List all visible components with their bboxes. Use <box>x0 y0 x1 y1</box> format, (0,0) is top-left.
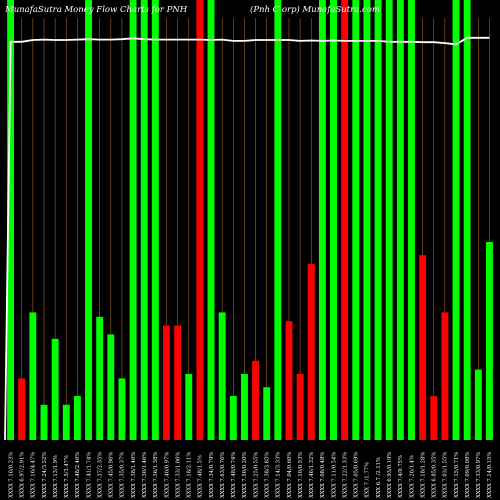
x-tick-label: XXXX 7.34/0.79% <box>209 452 215 498</box>
flow-line <box>4 36 490 441</box>
bar <box>274 0 282 440</box>
bar <box>374 0 382 440</box>
x-tick-label: XXXX 7.18/2.11% <box>187 452 193 498</box>
x-tick-label: XXXX 7.09/0.08% <box>465 452 471 498</box>
bar <box>396 0 404 440</box>
bar <box>29 312 37 440</box>
bar <box>85 0 92 440</box>
x-tick-label: XXXX 7.11/0.54% <box>331 452 337 498</box>
x-tick-label: XXX 7 /1.77% <box>365 462 371 498</box>
bar <box>73 396 81 440</box>
x-tick-label: XXXX 7.14/3.33% <box>276 452 282 498</box>
bar <box>96 316 104 440</box>
bar <box>51 338 59 440</box>
bar <box>263 387 271 440</box>
x-tick-label: XXXX 7.05/0.69% <box>354 452 360 498</box>
bar <box>318 0 326 440</box>
x-tick-label: XXXX 7.4/0.75% <box>398 455 404 498</box>
x-tick-label: XXXX 7.33/0.97% <box>476 452 482 498</box>
bar <box>408 0 415 440</box>
bar <box>107 334 115 440</box>
bar <box>207 0 215 440</box>
bar <box>129 0 137 440</box>
x-tick-label: XXXX 7.26/1.4% <box>409 455 415 498</box>
bar <box>452 0 460 440</box>
bar <box>40 404 48 440</box>
x-tick-label: XXXX 7.41/1.74% <box>86 452 92 498</box>
bar <box>352 0 360 440</box>
x-tick-label: XXXX 7.35/0.37% <box>120 452 126 498</box>
bar <box>485 242 493 440</box>
x-tick-label: XXXX 6.97/2.91% <box>20 452 26 498</box>
bar <box>441 312 449 440</box>
x-tick-label: XXXX 7.22/1.33% <box>342 452 348 498</box>
x-tick-label: XXXX 7.45/0.96% <box>109 452 115 498</box>
bar <box>307 264 315 440</box>
gridlines <box>10 18 490 440</box>
x-tick-label: XXXX 7.30/1.46% <box>142 452 148 498</box>
bar <box>185 374 193 440</box>
x-axis-labels: XXXX 7.16/0.23% XXXX 6.97/2.91% XXXX 7.16/… <box>8 452 493 498</box>
x-tick-label: XXXX 7.03/1.55% <box>443 452 449 498</box>
bar <box>118 378 126 440</box>
bar <box>196 0 204 440</box>
flow-line-layer <box>4 36 490 441</box>
x-tick-label: XXXX 7.63/0.76% <box>220 452 226 498</box>
bar <box>252 360 260 440</box>
bar <box>341 0 349 440</box>
x-tick-label: XXXX 6.93/0.19% <box>387 452 393 498</box>
x-tick-label: XXXX 7.48/0.74% <box>231 452 237 498</box>
x-tick-label: XXXX 7.15/0.71% <box>454 452 460 498</box>
chart-title-right: (Pnh C orp) MunafaSutra.com <box>250 4 380 15</box>
x-tick-label: XXXX 7.37/2.35% <box>97 452 103 498</box>
bar <box>296 374 304 440</box>
bar <box>229 396 237 440</box>
x-tick-label: XXXX 7.13/1.9% <box>53 455 59 498</box>
bar <box>240 374 248 440</box>
bars <box>7 0 493 440</box>
x-tick-label: XXXX 7.14/0.15% <box>487 452 493 498</box>
x-tick-label: XXXX 7.46/1.32% <box>309 452 315 498</box>
bar <box>285 321 293 440</box>
x-tick-label: XXXX 7.16/0.23% <box>8 452 14 498</box>
x-tick-label: XXXX 7.48/1.5% <box>198 455 204 498</box>
bar <box>174 325 182 440</box>
bar <box>419 255 427 440</box>
bar <box>7 0 15 440</box>
bar <box>140 0 148 440</box>
x-tick-label: XXXX 7.33/1.06% <box>175 452 181 498</box>
bar <box>330 0 337 440</box>
x-tick-label: XXXX 7.08/0.48% <box>320 452 326 498</box>
x-tick-label: XXXX 7.38/1.46% <box>131 452 137 498</box>
x-tick-label: XXXX 7.5/3.47% <box>64 455 70 498</box>
x-tick-label: XXXX 7.40/0.97% <box>164 452 170 498</box>
bar <box>62 404 70 440</box>
x-tick-label: XXXX 7.04/0.60% <box>287 452 293 498</box>
x-tick-label: XXXX 7.25/0.55% <box>253 452 259 498</box>
bar <box>463 0 471 440</box>
bar <box>363 0 371 440</box>
x-tick-label: XXXX 7.48/2.46% <box>75 452 81 498</box>
bar <box>163 325 170 440</box>
x-tick-label: XXXX 7.50/0.20% <box>242 452 248 498</box>
x-tick-label: XXXX 7.38/3.85% <box>265 452 271 498</box>
bar <box>218 312 226 440</box>
bar <box>18 378 26 440</box>
x-tick-label: XXXX 7.18/1.28% <box>420 452 426 498</box>
x-tick-label: XXXX 7.24/3.52% <box>42 452 48 498</box>
x-tick-label: XXXX 6.85/0.35% <box>432 452 438 498</box>
x-tick-label: XXXX 7.36/1.38% <box>153 452 159 498</box>
x-tick-label: XXXX 7.16/4.47% <box>31 452 37 498</box>
bar <box>385 0 393 440</box>
x-tick-label: XXX 6.7 /2.11% <box>376 457 382 498</box>
chart-title: MunafaSutra Money Flow Charts for PNH <box>4 5 188 15</box>
x-tick-label: XXXX 7.10/0.53% <box>298 452 304 498</box>
bar <box>151 0 159 440</box>
bar <box>430 396 438 440</box>
bar <box>474 369 482 440</box>
